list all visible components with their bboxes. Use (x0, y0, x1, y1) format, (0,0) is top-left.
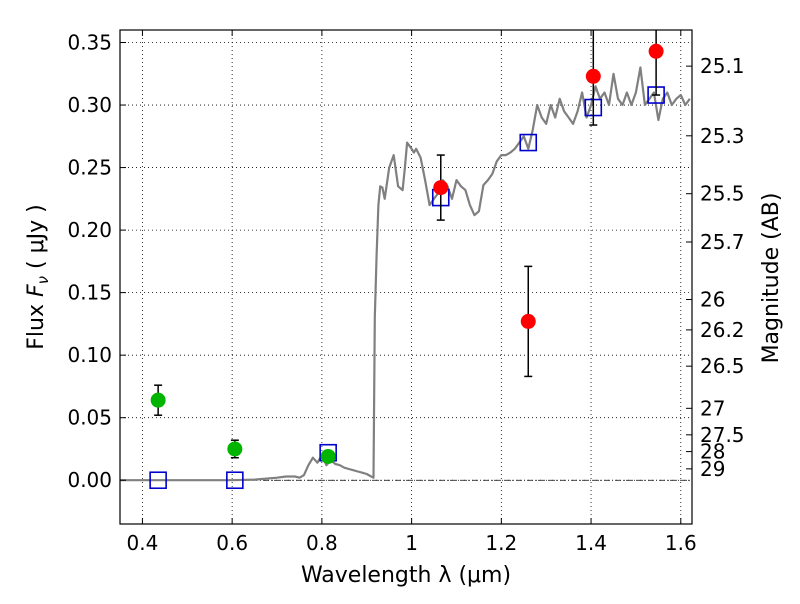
mag-tick-label: 27.5 (700, 423, 745, 447)
x-tick-label: 0.8 (306, 531, 338, 555)
mag-tick-label: 29 (700, 457, 725, 481)
model-point (519, 133, 538, 152)
y-axis-title-subscript: ν (34, 276, 52, 284)
mag-tick-label: 25.3 (700, 124, 745, 148)
axes: 0.4 0.6 0.8 1 1.2 1.4 1.6 0.00 0.05 0.10 0.15 0.20 0… (67, 30, 745, 555)
mag-tick-label: 26.2 (700, 318, 745, 342)
data-point (320, 448, 336, 464)
data-point (150, 392, 166, 408)
plot-frame (119, 29, 693, 525)
y-axis-title-prefix: Flux (24, 297, 49, 350)
x-tick-label: 1.2 (485, 531, 517, 555)
mag-tick-label: 28 (700, 440, 725, 464)
mag-tick-label: 25.7 (700, 230, 745, 254)
svg-text:Flux Fν ( μJy ): Flux Fν ( μJy ) (24, 204, 52, 349)
model-point (226, 471, 244, 490)
y2-axis-title: Magnitude (AB) (759, 193, 784, 364)
y-tick-label: 0.35 (67, 31, 112, 55)
x-tick-label: 1.6 (665, 531, 697, 555)
y-tick-label: 0.05 (67, 406, 112, 430)
y-axis-title: Flux Fν ( μJy ) (24, 204, 52, 349)
data-point (433, 180, 449, 196)
x-tick-label: 0.6 (216, 531, 248, 555)
spectrum-line (120, 66, 691, 482)
x-axis-title: Wavelength λ (μm) (301, 563, 511, 588)
y-axis-title-unit: ( μJy ) (24, 204, 49, 276)
y-tick-label: 0.15 (67, 281, 112, 305)
data-point (227, 441, 243, 457)
x-tick-label: 1 (405, 531, 418, 555)
data-point (648, 43, 664, 59)
y-tick-label: 0.30 (67, 93, 112, 117)
y-tick-label: 0.10 (67, 343, 112, 367)
grid (120, 30, 692, 524)
y-axis-title-symbol: F (24, 284, 49, 297)
x-tick-label: 1.4 (575, 531, 607, 555)
mag-tick-label: 27 (700, 396, 725, 420)
data-point (585, 68, 601, 84)
mag-tick-label: 26 (700, 288, 725, 312)
plot-area (120, 30, 691, 490)
mag-tick-label: 25.5 (700, 182, 745, 206)
x-tick-label: 0.4 (127, 531, 159, 555)
model-point (149, 471, 167, 490)
y-tick-label: 0.00 (67, 468, 112, 492)
mag-tick-label: 26.5 (700, 354, 745, 378)
y-tick-label: 0.20 (67, 218, 112, 242)
mag-tick-label: 25.1 (700, 54, 745, 78)
y-tick-label: 0.25 (67, 156, 112, 180)
data-point (520, 313, 536, 329)
